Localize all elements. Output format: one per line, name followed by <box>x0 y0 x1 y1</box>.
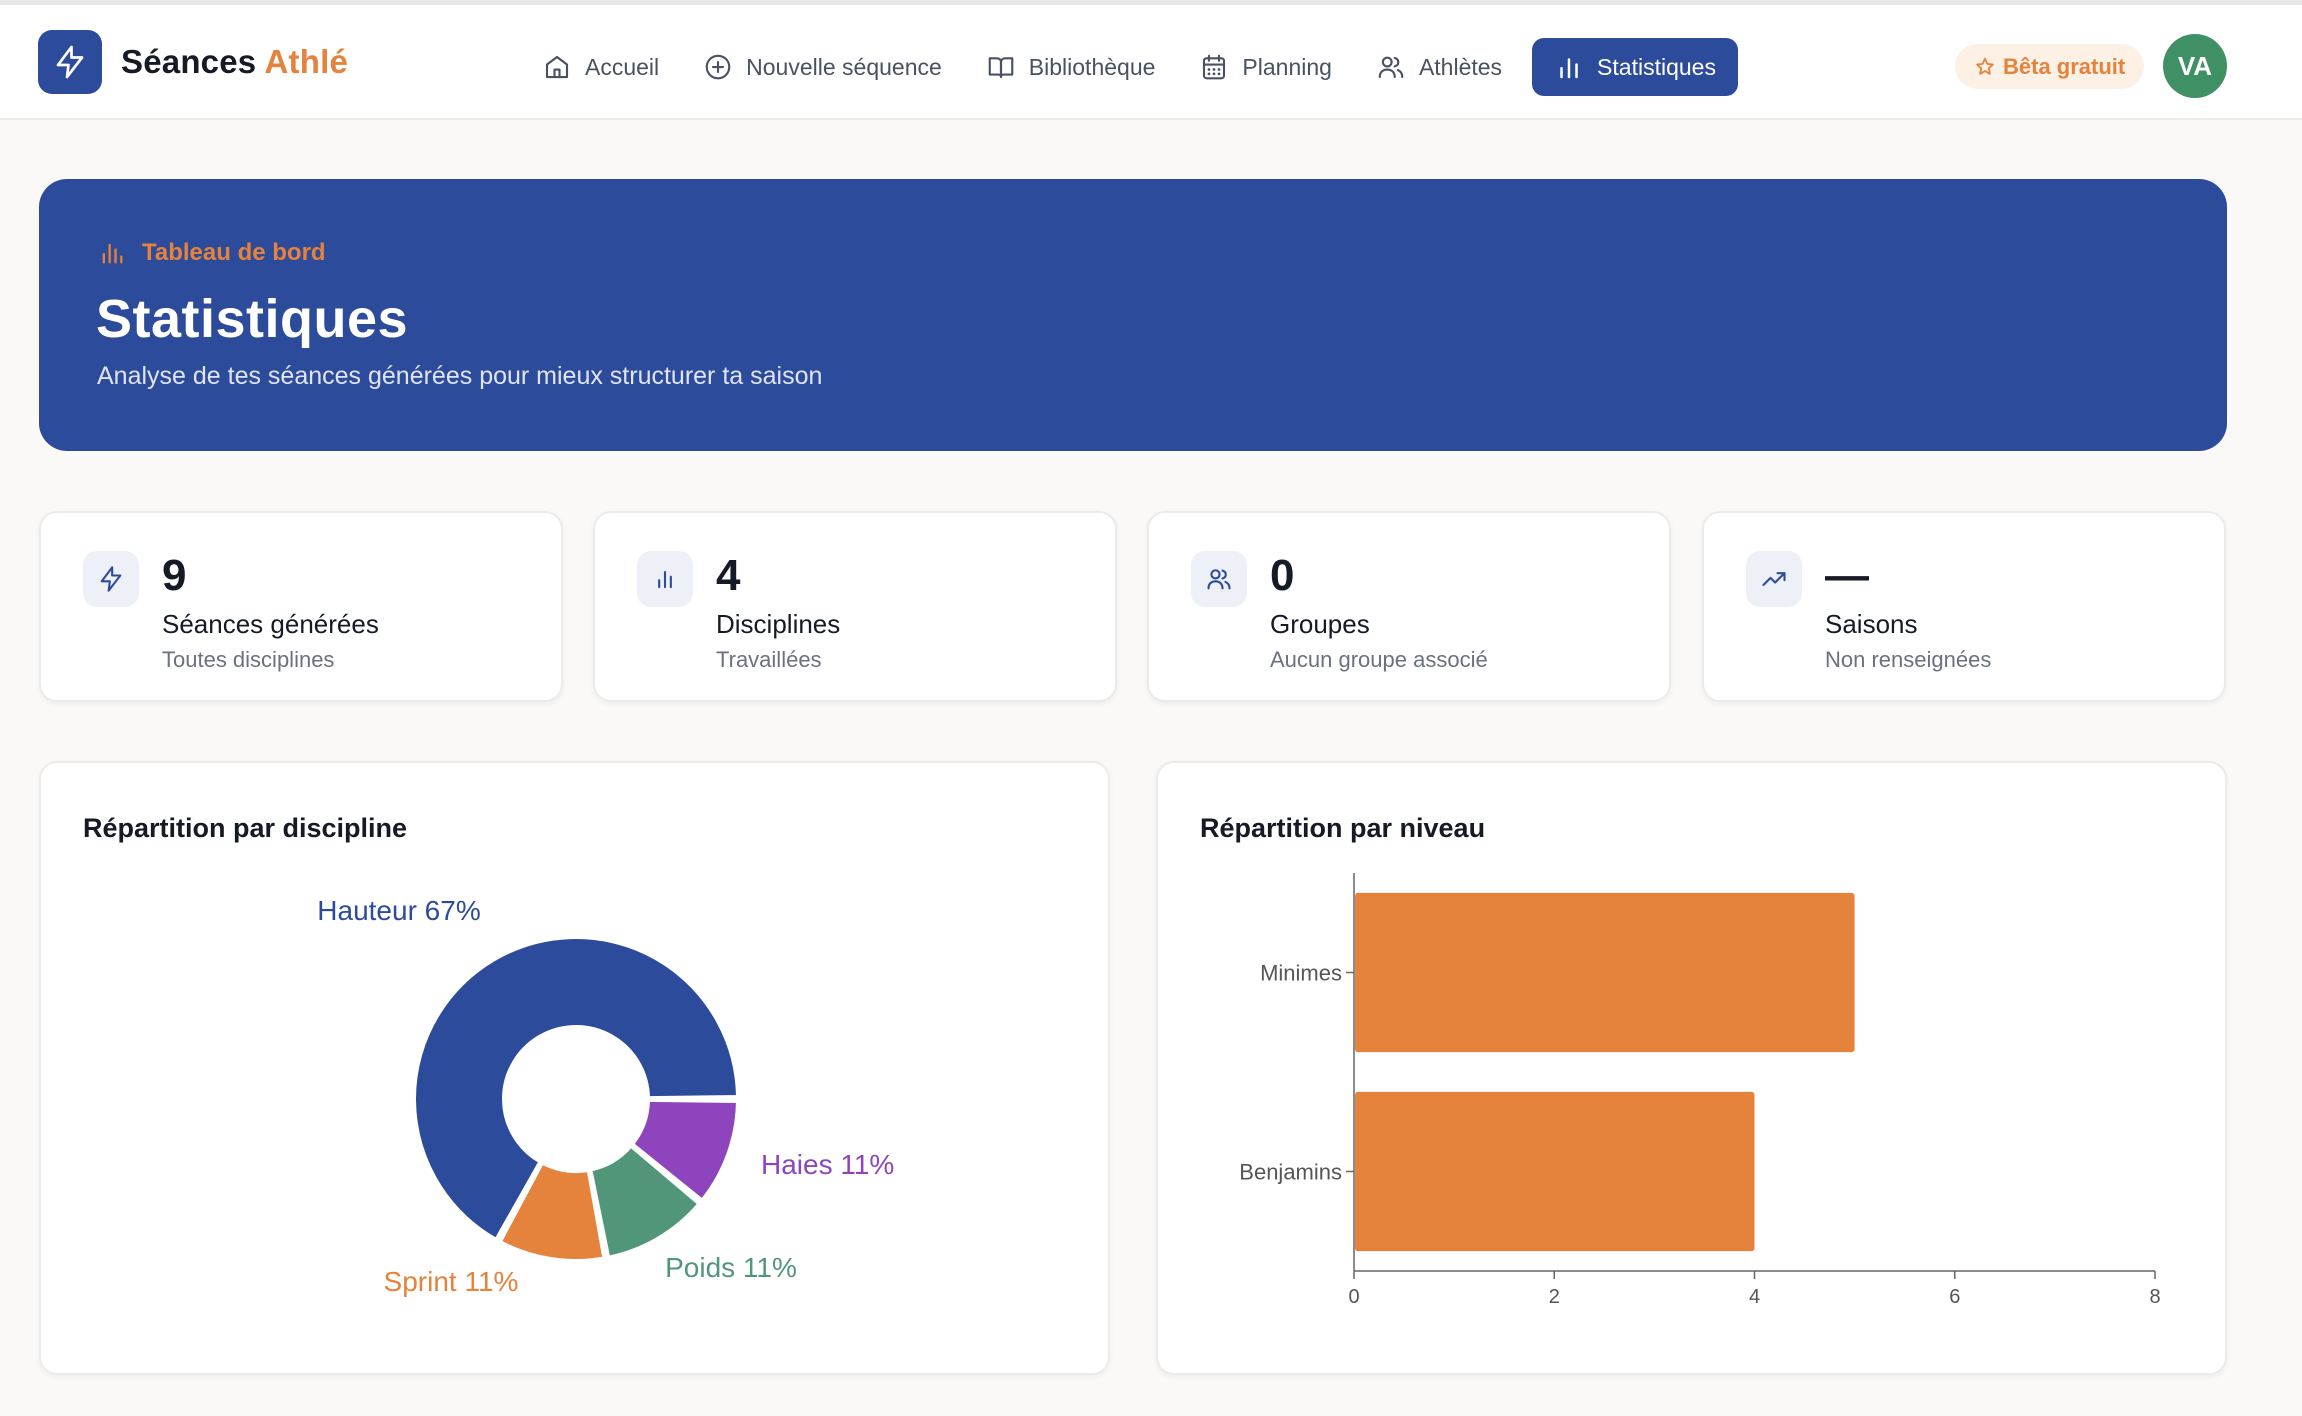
home-icon <box>545 55 569 79</box>
chart-card-niveau: Répartition par niveau Minimes Benjamins 0… <box>1156 761 2227 1375</box>
donut-slice-0[interactable] <box>412 935 741 1243</box>
chart-title: Répartition par discipline <box>83 813 408 843</box>
stat-sub: Travaillées <box>716 647 822 672</box>
hero-kicker: Tableau de bord <box>98 239 326 267</box>
users-icon <box>1207 569 1231 590</box>
brand-main: Séances <box>121 43 257 80</box>
nav-label: Planning <box>1242 53 1332 80</box>
nav-label: Statistiques <box>1597 53 1716 80</box>
nav-label: Athlètes <box>1418 53 1503 80</box>
donut-chart: Hauteur 67% Haies 11% Poids 11% Sprint 11% <box>317 895 894 1297</box>
stat-label: Séances générées <box>162 609 379 639</box>
chart-card-discipline: Répartition par discipline Hauteur 67% Ha… <box>39 761 1110 1375</box>
donut-slice-2[interactable] <box>587 1142 703 1261</box>
lightning-icon <box>100 566 122 592</box>
stat-card-seances: 9 Séances générées Toutes disciplines <box>39 511 563 702</box>
stat-value: — <box>1825 551 1869 600</box>
page-title: Statistiques <box>96 289 409 349</box>
x-tick-label: 4 <box>1749 1286 1760 1308</box>
stat-sub: Non renseignées <box>1825 647 1992 672</box>
donut-label-3: Sprint 11% <box>384 1266 519 1297</box>
x-tick-label: 0 <box>1348 1286 1359 1308</box>
hero-kicker-label: Tableau de bord <box>142 239 326 266</box>
nav-item-nouvelle-sequence[interactable]: Nouvelle séquence <box>681 38 964 96</box>
main-nav: Accueil Nouvelle séquence Bibliothèque P… <box>520 38 1738 96</box>
x-tick-label: 8 <box>2149 1286 2160 1308</box>
nav-label: Nouvelle séquence <box>746 53 942 80</box>
bar-chart-icon <box>102 243 123 264</box>
bar-chart-icon <box>658 570 672 589</box>
stat-value: 0 <box>1270 551 1295 600</box>
bar-chart: Minimes Benjamins 0 2 4 6 8 <box>1239 873 2161 1308</box>
y-tick-label: Minimes <box>1260 961 1342 986</box>
app-brand[interactable]: Séances Athlé <box>121 43 348 81</box>
stat-label: Disciplines <box>716 609 841 639</box>
stat-card-disciplines: 4 Disciplines Travaillées <box>593 511 1117 702</box>
donut-slice-3[interactable] <box>496 1159 607 1263</box>
x-tick-label: 6 <box>1949 1286 1960 1308</box>
y-tick-label: Benjamins <box>1239 1160 1342 1185</box>
donut-slice-1[interactable] <box>629 1097 741 1204</box>
stat-value: 4 <box>716 551 741 600</box>
beta-badge: Bêta gratuit <box>1955 44 2145 89</box>
bar-minimes[interactable] <box>1355 892 1855 1053</box>
chart-title: Répartition par niveau <box>1200 813 1486 843</box>
stat-card-saisons: — Saisons Non renseignées <box>1702 511 2226 702</box>
nav-item-accueil[interactable]: Accueil <box>520 38 681 96</box>
donut-label-0: Hauteur 67% <box>317 895 480 926</box>
stat-value: 9 <box>162 551 187 600</box>
dashboard-hero: Tableau de bord Statistiques Analyse de … <box>39 179 2227 451</box>
stat-label: Groupes <box>1270 609 1370 639</box>
stat-card-groupes: 0 Groupes Aucun groupe associé <box>1147 511 1671 702</box>
nav-item-planning[interactable]: Planning <box>1177 38 1354 96</box>
book-icon <box>988 57 1014 79</box>
nav-item-statistiques[interactable]: Statistiques <box>1532 38 1738 96</box>
nav-label: Accueil <box>585 53 660 80</box>
user-avatar[interactable]: VA <box>2163 34 2227 98</box>
stat-sub: Aucun groupe associé <box>1270 647 1488 672</box>
nav-item-bibliotheque[interactable]: Bibliothèque <box>964 38 1178 96</box>
users-icon <box>1378 56 1404 79</box>
bar-chart-icon <box>1560 58 1578 79</box>
plus-circle-icon <box>705 54 731 80</box>
nav-label: Bibliothèque <box>1028 53 1156 80</box>
donut-label-2: Poids 11% <box>665 1252 797 1283</box>
x-tick-label: 2 <box>1549 1286 1560 1308</box>
star-icon <box>1976 57 1994 75</box>
nav-item-athletes[interactable]: Athlètes <box>1354 38 1524 96</box>
calendar-icon <box>1203 54 1226 80</box>
stat-sub: Toutes disciplines <box>162 647 335 672</box>
donut-label-1: Haies 11% <box>761 1149 894 1180</box>
lightning-icon <box>56 45 84 79</box>
stat-label: Saisons <box>1825 609 1918 639</box>
top-navbar: Séances Athlé Accueil Nouvelle séquence … <box>0 0 2302 120</box>
brand-accent: Athlé <box>264 43 348 80</box>
beta-label: Bêta gratuit <box>2003 53 2126 79</box>
bar-benjamins[interactable] <box>1355 1091 1755 1252</box>
app-logo[interactable] <box>38 30 102 94</box>
trending-up-icon <box>1762 572 1786 586</box>
page-subtitle: Analyse de tes séances générées pour mie… <box>97 362 823 390</box>
